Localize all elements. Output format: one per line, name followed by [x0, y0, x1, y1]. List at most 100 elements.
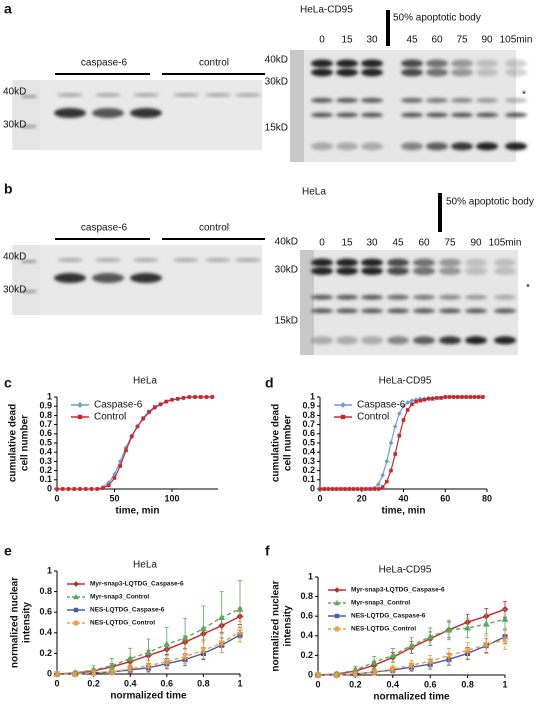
y-tick-label: 0.6	[302, 428, 315, 438]
point	[389, 665, 396, 673]
point	[445, 626, 453, 633]
y-tick-label: 0	[310, 483, 315, 493]
band	[401, 112, 423, 118]
point	[181, 396, 186, 400]
band	[387, 267, 409, 275]
point	[73, 581, 79, 587]
ladder-band	[22, 290, 36, 293]
point	[83, 487, 88, 491]
point	[101, 486, 105, 490]
x-tick-label: 0	[315, 679, 320, 689]
point	[483, 641, 490, 648]
point	[439, 396, 443, 400]
point	[352, 666, 359, 673]
point	[77, 414, 83, 420]
band	[361, 59, 383, 68]
point	[77, 402, 83, 408]
point	[389, 468, 393, 473]
time-label: 15	[341, 238, 353, 249]
legend-label: NES-LQTDG_Caspase-6	[351, 613, 426, 620]
point	[464, 647, 471, 654]
time-label: 30	[366, 35, 378, 46]
x-tick-label: 1	[502, 679, 507, 689]
panel-label: d	[265, 375, 274, 391]
point	[393, 452, 397, 456]
point	[445, 652, 452, 659]
point	[334, 626, 340, 632]
band	[311, 294, 333, 300]
point	[145, 648, 152, 655]
marker-lane	[14, 80, 40, 150]
legend-label: NES-LQTDG_Caspase-6	[90, 607, 165, 614]
mw-marker: 30kD	[275, 265, 298, 276]
y-tick-label: 0	[47, 668, 52, 678]
x-tick-label: 0.8	[461, 679, 474, 689]
point	[359, 487, 364, 491]
x-tick-label: 0.2	[87, 678, 100, 688]
x-axis-label: time, min	[116, 506, 160, 517]
band	[439, 258, 461, 267]
band	[494, 294, 516, 300]
legend-label: Myr-snap3-LQTDG_Caspase-6	[90, 581, 184, 588]
mw-marker: 30kD	[3, 285, 26, 296]
band	[311, 336, 333, 345]
x-tick-label: 1	[237, 678, 242, 688]
band	[494, 336, 516, 345]
y-tick-label: 0	[308, 669, 313, 679]
point	[501, 636, 509, 644]
y-tick-label: 0.6	[39, 607, 52, 617]
point	[123, 445, 129, 450]
band	[451, 59, 473, 68]
point	[95, 487, 100, 491]
y-axis-label: normalized nuclear	[10, 577, 21, 668]
point	[236, 628, 244, 636]
point	[334, 613, 340, 619]
band	[361, 97, 383, 103]
point	[326, 487, 331, 491]
point	[405, 408, 410, 412]
band	[505, 59, 527, 68]
point	[347, 487, 352, 491]
point	[409, 398, 415, 404]
time-label: 0	[319, 238, 325, 249]
band	[95, 93, 121, 97]
band	[311, 97, 333, 103]
blot-title: HeLa	[302, 187, 326, 198]
y-tick-label: 0.7	[39, 419, 52, 429]
point	[187, 395, 192, 399]
x-tick-label: 0.6	[161, 678, 174, 688]
point	[426, 397, 431, 401]
legend-label: Control	[357, 412, 389, 423]
point	[124, 448, 128, 453]
x-tick-label: 0.8	[197, 678, 210, 688]
y-axis-label: cumulative dead	[271, 404, 282, 482]
point	[476, 395, 481, 399]
time-label: 45	[392, 238, 404, 249]
point	[389, 651, 397, 658]
x-tick-label: 100	[164, 493, 179, 503]
point	[392, 424, 398, 429]
point	[380, 472, 385, 478]
point	[198, 395, 203, 399]
point	[204, 395, 209, 399]
y-axis-label: cell number	[20, 415, 31, 471]
y-axis-label: cell number	[283, 415, 294, 471]
band	[413, 267, 435, 275]
band	[311, 258, 333, 267]
x-tick-label: 0	[317, 493, 322, 503]
point	[371, 668, 378, 676]
point	[464, 624, 471, 631]
point	[364, 487, 368, 491]
band	[401, 68, 423, 77]
point	[410, 402, 414, 407]
band	[451, 68, 473, 77]
point	[385, 479, 389, 484]
band	[451, 142, 473, 151]
panel-label: b	[4, 181, 13, 197]
point	[372, 487, 377, 491]
band	[413, 258, 435, 267]
point	[90, 669, 97, 677]
band	[476, 68, 498, 77]
point	[334, 599, 340, 606]
y-tick-label: 0.3	[39, 456, 52, 466]
